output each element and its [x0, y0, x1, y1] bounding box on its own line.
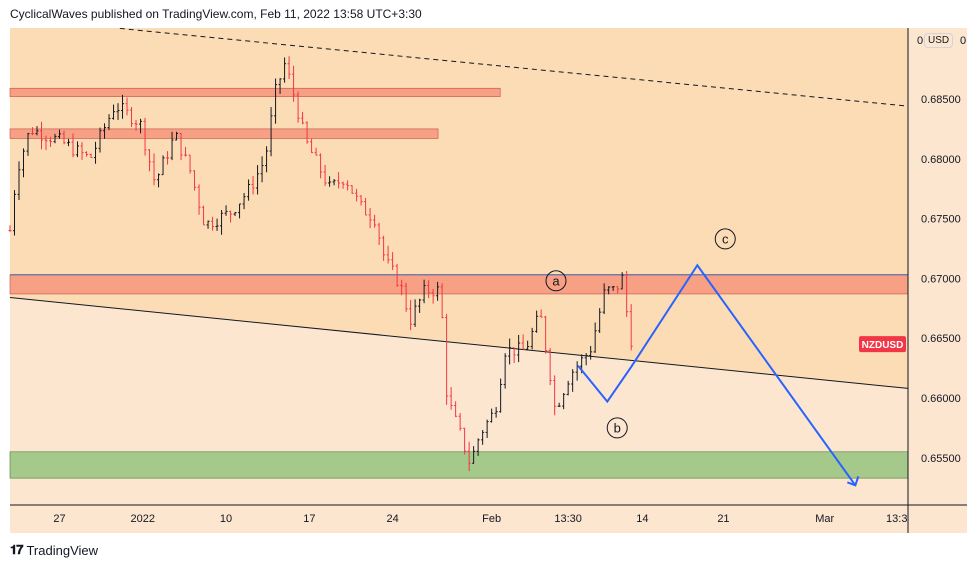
resistance-zone	[9, 128, 439, 139]
symbol-label: NZDUSD	[862, 340, 904, 351]
wave-projection-path	[577, 263, 857, 486]
time-tick-label: 2022	[131, 513, 155, 525]
time-tick-label: 21	[717, 513, 729, 525]
price-tick-label: 0.67500	[921, 214, 961, 226]
resistance-zone	[9, 274, 909, 295]
tradingview-logo-icon: 𝟏𝟕	[10, 542, 24, 557]
price-axis-background	[908, 28, 967, 505]
time-axis-background	[10, 505, 967, 533]
price-tick-label: 0	[960, 35, 966, 47]
time-tick-label: Feb	[482, 513, 501, 525]
time-tick-label: 13:30	[554, 513, 582, 525]
price-tick-label: 0.66500	[921, 333, 961, 345]
time-tick-label: 17	[303, 513, 315, 525]
time-tick-label: 10	[220, 513, 232, 525]
time-tick-label: 24	[386, 513, 398, 525]
upper-channel-fill	[10, 28, 908, 389]
price-tick-label: 0.68000	[921, 154, 961, 166]
publish-header: CyclicalWaves published on TradingView.c…	[10, 7, 422, 21]
tradingview-footer: 𝟏𝟕 TradingView	[10, 542, 98, 558]
wave-label-circle	[714, 228, 736, 250]
time-tick-label: 27	[53, 513, 65, 525]
price-tick-label: 0.65500	[921, 453, 961, 465]
solid-trendline	[9, 297, 909, 389]
time-tick-label: 13:3	[886, 513, 907, 525]
price-tick-label: 0.67000	[921, 273, 961, 285]
resistance-zone	[9, 87, 501, 97]
currency-button[interactable]: USD	[924, 33, 954, 48]
wave-label-circle	[545, 270, 567, 292]
arrowhead-icon	[846, 475, 860, 487]
wave-label-c: c	[722, 231, 729, 246]
wave-label-b: b	[614, 420, 621, 435]
time-tick-label: Mar	[815, 513, 834, 525]
support-zone	[9, 451, 909, 479]
price-tick-label: 0	[917, 35, 923, 47]
price-tick-label: 0.66000	[921, 393, 961, 405]
brand-name: TradingView	[26, 542, 99, 558]
symbol-price-badge	[859, 336, 906, 353]
time-tick-label: 14	[636, 513, 648, 525]
wave-label-a: a	[552, 273, 560, 288]
dashed-trendline	[119, 27, 909, 107]
wave-label-circle	[606, 417, 628, 439]
price-tick-label: 0.68500	[921, 94, 961, 106]
price-chart[interactable]: a b c 0.68500 0.68000 0.67500 0.67000 0.66500 0.…	[0, 0, 977, 540]
